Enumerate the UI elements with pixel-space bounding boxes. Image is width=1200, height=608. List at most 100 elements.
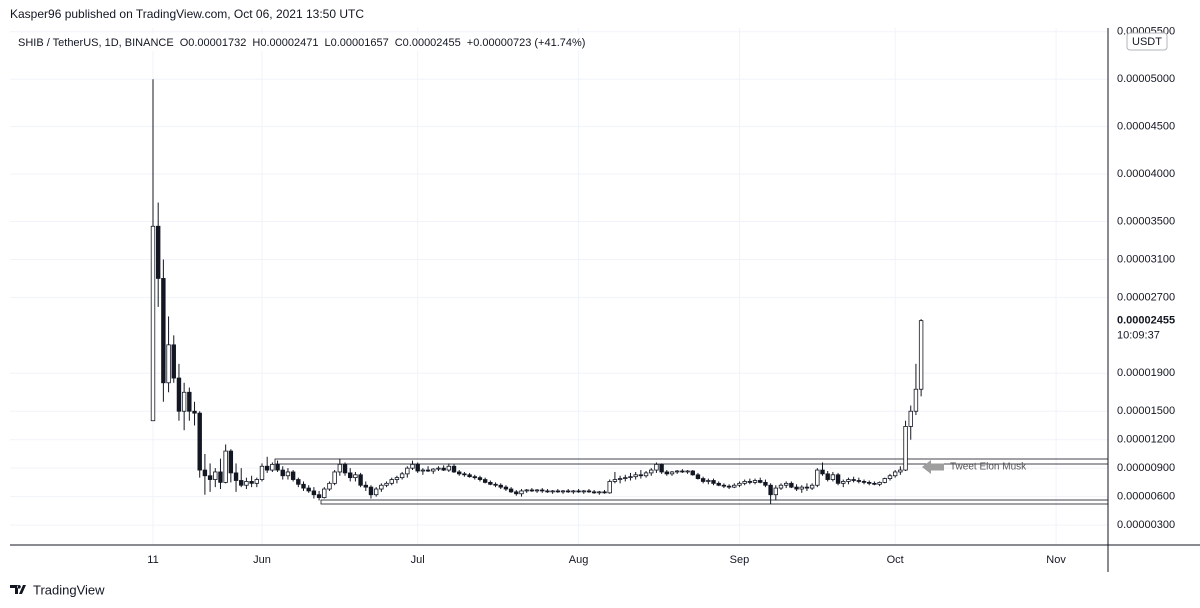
candle-body-down	[540, 489, 545, 492]
candle-body-down	[218, 471, 223, 483]
candle-body-down	[155, 225, 161, 279]
candle-body-up	[322, 488, 327, 498]
candle-body-up	[617, 478, 623, 480]
candle-body-down	[207, 475, 213, 480]
last-price-bg	[1110, 311, 1198, 344]
candle-body-up	[394, 477, 400, 480]
candle-body-up	[685, 470, 690, 473]
y-tick-label: 0.00004000	[1117, 168, 1175, 180]
y-tick-label: 0.00000900	[1117, 462, 1175, 474]
candle-body-down	[342, 463, 348, 474]
candle-body-down	[171, 344, 176, 379]
candle-body-down	[576, 490, 581, 493]
candle-body-up	[674, 470, 680, 473]
candle-body-up	[633, 474, 638, 478]
candle-body-down	[290, 471, 296, 480]
candle-body-up	[623, 477, 628, 479]
candle-body-down	[566, 490, 571, 493]
candle-body-down	[176, 377, 182, 412]
candle-body-down	[239, 480, 244, 486]
x-tick-label: Jun	[253, 554, 271, 566]
candle-body-down	[835, 474, 841, 484]
y-tick-label: 0.00000300	[1117, 519, 1175, 531]
candle-body-up	[649, 469, 654, 474]
candle-body-down	[867, 481, 872, 484]
candle-body-down	[716, 482, 721, 486]
candle-body-down	[187, 391, 192, 412]
open-value: 0.00001732	[188, 37, 246, 49]
legend-text: SHIB / TetherUS, 1D, BINANCE O0.00001732 H…	[18, 37, 585, 49]
candle-body-up	[373, 488, 379, 496]
candle-body-up	[612, 479, 618, 482]
candles	[150, 79, 924, 505]
candle-body-up	[643, 472, 649, 477]
candle-body-up	[254, 479, 259, 484]
published-line: Kasper96 published on TradingView.com, O…	[10, 7, 364, 21]
symbol: SHIB / TetherUS, 1D, BINANCE	[18, 37, 174, 49]
candle-body-down	[482, 479, 488, 483]
candle-body-down	[348, 472, 353, 479]
change: +0.00000723 (+41.74%)	[467, 37, 586, 49]
candle-body-down	[503, 486, 509, 490]
candle-body-up	[524, 489, 529, 492]
candle-body-up	[877, 481, 882, 485]
candle-body-down	[451, 465, 457, 473]
candle-body-up	[628, 476, 633, 479]
candle-body-up	[399, 473, 405, 479]
candle-body-down	[545, 490, 550, 493]
candle-body-down	[794, 486, 799, 490]
candle-body-up	[882, 478, 887, 483]
candle-body-down	[493, 483, 498, 486]
y-tick-label: 0.00002700	[1117, 291, 1175, 303]
candle-body-up	[732, 484, 737, 488]
candle-body-down	[425, 469, 431, 472]
candle-body-down	[721, 484, 727, 487]
candle-body-down	[763, 481, 768, 486]
candle-body-up	[166, 344, 171, 384]
candle-body-down	[872, 482, 877, 485]
candle-body-down	[555, 490, 561, 493]
candle-body-up	[778, 484, 784, 489]
candle-body-down	[363, 484, 368, 488]
x-tick-label: Jul	[411, 554, 425, 566]
candle-body-down	[680, 470, 685, 473]
candle-body-up	[244, 481, 249, 486]
brand-logo	[10, 585, 26, 594]
candle-body-up	[410, 463, 415, 469]
candle-body-up	[285, 471, 291, 477]
x-tick-label: Sep	[730, 554, 750, 566]
candle-body-up	[913, 388, 919, 412]
candle-body-up	[436, 467, 441, 470]
candle-body-up	[773, 487, 778, 496]
candle-body-up	[737, 482, 742, 486]
candle-body-up	[534, 489, 540, 492]
candle-body-down	[301, 483, 306, 489]
candle-body-down	[192, 410, 197, 414]
candle-body-down	[726, 485, 732, 488]
candle-body-up	[337, 463, 343, 473]
currency-box	[1126, 32, 1168, 51]
candle-body-down	[508, 488, 514, 493]
high-label: H	[252, 37, 260, 49]
candle-body-down	[472, 476, 477, 479]
candle-body-up	[405, 467, 410, 475]
candle-body-down	[711, 480, 716, 484]
candle-body-down	[638, 474, 644, 477]
candle-body-up	[898, 469, 903, 473]
candle-body-up	[384, 482, 389, 486]
candle-body-down	[296, 479, 301, 485]
last-price: 0.00002455	[1117, 315, 1175, 327]
annotation-arrow	[922, 460, 944, 474]
brand: TradingView	[33, 582, 105, 597]
candle-body-down	[747, 481, 753, 483]
candle-body-up	[519, 490, 524, 495]
candle-body-up	[846, 479, 851, 482]
x-tick-label: Nov	[1046, 554, 1066, 566]
candle-body-up	[607, 481, 612, 494]
candle-body-down	[358, 474, 363, 486]
candle-body-up	[213, 471, 218, 480]
candle-body-down	[197, 412, 202, 471]
candle-body-down	[758, 480, 763, 483]
candle-body-up	[327, 482, 332, 490]
x-tick-label: Aug	[569, 554, 589, 566]
